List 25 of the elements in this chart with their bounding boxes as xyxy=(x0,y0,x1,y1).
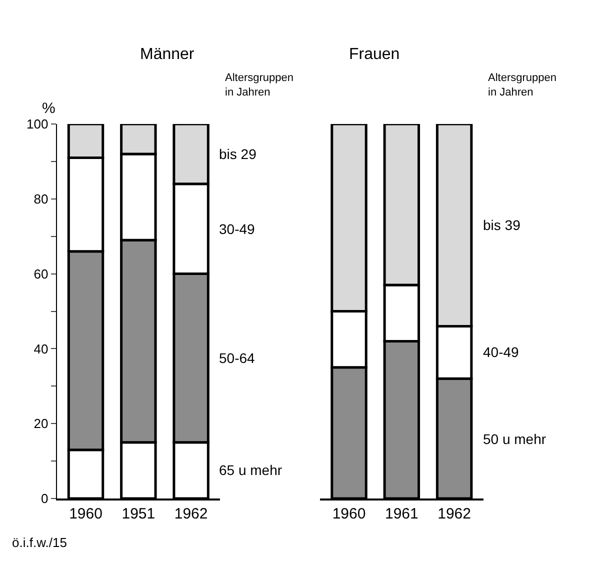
y-tick-label: 0 xyxy=(40,491,48,506)
x-tick-label: 1960 xyxy=(332,505,366,522)
x-tick-label: 1962 xyxy=(438,505,471,522)
x-tick-label: 1951 xyxy=(122,505,156,522)
y-tick-label: 40 xyxy=(34,341,48,356)
series-label: 40-49 xyxy=(483,344,520,360)
series-label: bis 39 xyxy=(483,217,521,233)
series-label: bis 29 xyxy=(219,146,257,162)
series-label: 65 u mehr xyxy=(219,462,282,478)
series-label: 50 u mehr xyxy=(483,431,546,447)
legend-title: Altersgruppen in Jahren xyxy=(225,72,294,98)
x-tick-label: 1961 xyxy=(384,505,418,522)
chart-title: Frauen xyxy=(349,46,400,63)
x-tick-label: 1960 xyxy=(69,505,102,522)
y-axis-title: % xyxy=(42,100,56,117)
legend-title: Altersgruppen in Jahren xyxy=(488,72,556,98)
text: ö.i.f.w./15 xyxy=(12,535,67,550)
y-tick-label: 60 xyxy=(34,266,48,282)
chart-title: Männer xyxy=(140,46,195,63)
y-tick-label: 80 xyxy=(34,191,48,206)
series-label: 50-64 xyxy=(219,350,256,366)
y-tick-label: 20 xyxy=(34,416,48,432)
x-tick-label: 1962 xyxy=(174,505,208,522)
series-label: 30-49 xyxy=(219,221,256,237)
y-tick-label: 100 xyxy=(26,116,48,132)
